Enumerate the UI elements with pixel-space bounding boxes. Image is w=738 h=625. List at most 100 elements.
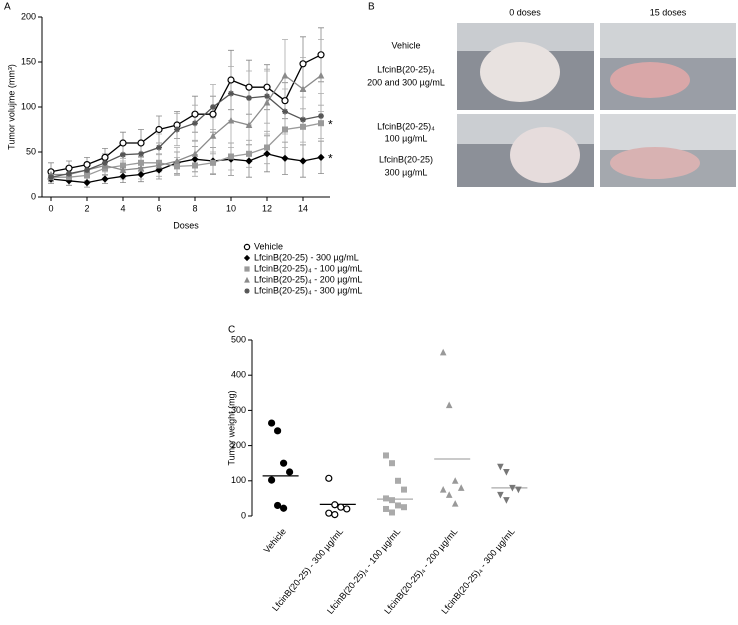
marker bbox=[299, 60, 307, 68]
row-label: LfcinB(20-25) bbox=[379, 154, 433, 164]
marker bbox=[65, 177, 73, 185]
marker bbox=[246, 150, 252, 157]
x-tick-label: Vehicle bbox=[262, 526, 288, 555]
marker bbox=[209, 132, 217, 139]
y-axis-title: Tumor weight (mg) bbox=[226, 390, 236, 465]
marker bbox=[286, 468, 294, 476]
series-line bbox=[50, 153, 322, 184]
photo-subject bbox=[510, 127, 580, 183]
legend-label: LfcinB(20-25) - 300 µg/mL bbox=[254, 252, 359, 262]
marker bbox=[84, 172, 90, 179]
marker bbox=[299, 157, 307, 165]
y-tick-label: 500 bbox=[231, 334, 246, 344]
marker bbox=[451, 500, 459, 507]
marker bbox=[299, 85, 307, 92]
ruler bbox=[600, 23, 736, 58]
marker bbox=[101, 175, 109, 183]
marker bbox=[227, 116, 235, 124]
marker bbox=[84, 167, 90, 173]
legend-label: LfcinB(20-25)₄ - 300 µg/mL bbox=[254, 285, 362, 295]
marker bbox=[119, 139, 127, 147]
legend-marker bbox=[244, 266, 250, 272]
row-label: LfcinB(20-25)₄ bbox=[377, 121, 435, 131]
x-tick-label: 10 bbox=[226, 203, 236, 213]
marker bbox=[192, 120, 198, 127]
x-tick-label: 0 bbox=[48, 203, 53, 213]
photo-grid bbox=[457, 23, 736, 187]
marker bbox=[331, 501, 339, 509]
panel-label: A bbox=[4, 2, 11, 13]
y-tick-label: 50 bbox=[26, 146, 36, 156]
annotation: * bbox=[328, 117, 333, 131]
marker bbox=[48, 174, 54, 181]
marker bbox=[445, 401, 453, 409]
y-tick-label: 0 bbox=[31, 191, 36, 201]
marker bbox=[119, 172, 127, 180]
marker bbox=[515, 486, 522, 494]
marker bbox=[264, 144, 270, 151]
panel-label: B bbox=[368, 2, 375, 13]
y-tick-label: 150 bbox=[21, 56, 36, 66]
marker bbox=[383, 505, 389, 512]
marker bbox=[439, 348, 447, 356]
marker bbox=[191, 110, 199, 118]
y-tick-label: 100 bbox=[21, 101, 36, 111]
y-tick-label: 300 bbox=[231, 405, 246, 415]
row-label: LfcinB(20-25)₄ bbox=[377, 64, 435, 74]
x-tick-label: 6 bbox=[156, 203, 161, 213]
marker bbox=[389, 509, 395, 516]
marker bbox=[155, 125, 163, 134]
marker bbox=[120, 162, 126, 169]
marker bbox=[280, 459, 288, 467]
marker bbox=[263, 98, 271, 106]
row-label: Vehicle bbox=[391, 40, 420, 50]
marker bbox=[281, 97, 289, 105]
marker bbox=[331, 510, 339, 519]
marker bbox=[281, 71, 289, 79]
legend-label: LfcinB(20-25)₄ - 200 µg/mL bbox=[254, 274, 362, 284]
column-header: 0 doses bbox=[509, 7, 541, 17]
marker bbox=[173, 157, 181, 164]
marker bbox=[174, 163, 180, 170]
marker bbox=[383, 495, 389, 502]
marker bbox=[395, 502, 401, 509]
marker bbox=[191, 150, 199, 157]
marker bbox=[401, 504, 407, 511]
marker bbox=[503, 497, 510, 504]
marker bbox=[137, 164, 145, 172]
legend-label: LfcinB(20-25)₄ - 100 µg/mL bbox=[254, 263, 362, 273]
legend-marker bbox=[243, 243, 251, 251]
marker bbox=[395, 477, 401, 484]
legend-label: Vehicle bbox=[254, 241, 283, 251]
marker bbox=[325, 509, 333, 517]
marker bbox=[210, 104, 216, 110]
marker bbox=[317, 153, 325, 161]
marker bbox=[119, 166, 127, 173]
marker bbox=[137, 170, 145, 179]
marker bbox=[263, 150, 271, 158]
marker bbox=[138, 150, 144, 157]
photo-subject bbox=[480, 42, 560, 102]
legend-marker bbox=[243, 254, 251, 262]
marker bbox=[318, 120, 324, 127]
marker bbox=[209, 110, 217, 118]
marker bbox=[439, 486, 447, 493]
ruler bbox=[600, 114, 736, 150]
x-tick-label: 12 bbox=[262, 203, 272, 213]
marker bbox=[245, 157, 253, 165]
annotation: * bbox=[328, 152, 333, 166]
marker bbox=[280, 504, 288, 512]
marker bbox=[246, 95, 252, 101]
marker bbox=[503, 469, 510, 476]
marker bbox=[192, 162, 198, 169]
marker bbox=[317, 71, 325, 79]
legend-marker bbox=[244, 276, 250, 283]
marker bbox=[191, 155, 199, 163]
marker bbox=[120, 151, 126, 158]
marker bbox=[389, 460, 395, 467]
marker bbox=[337, 503, 345, 511]
y-tick-label: 0 bbox=[241, 510, 246, 520]
marker bbox=[282, 108, 288, 115]
marker bbox=[451, 477, 459, 484]
